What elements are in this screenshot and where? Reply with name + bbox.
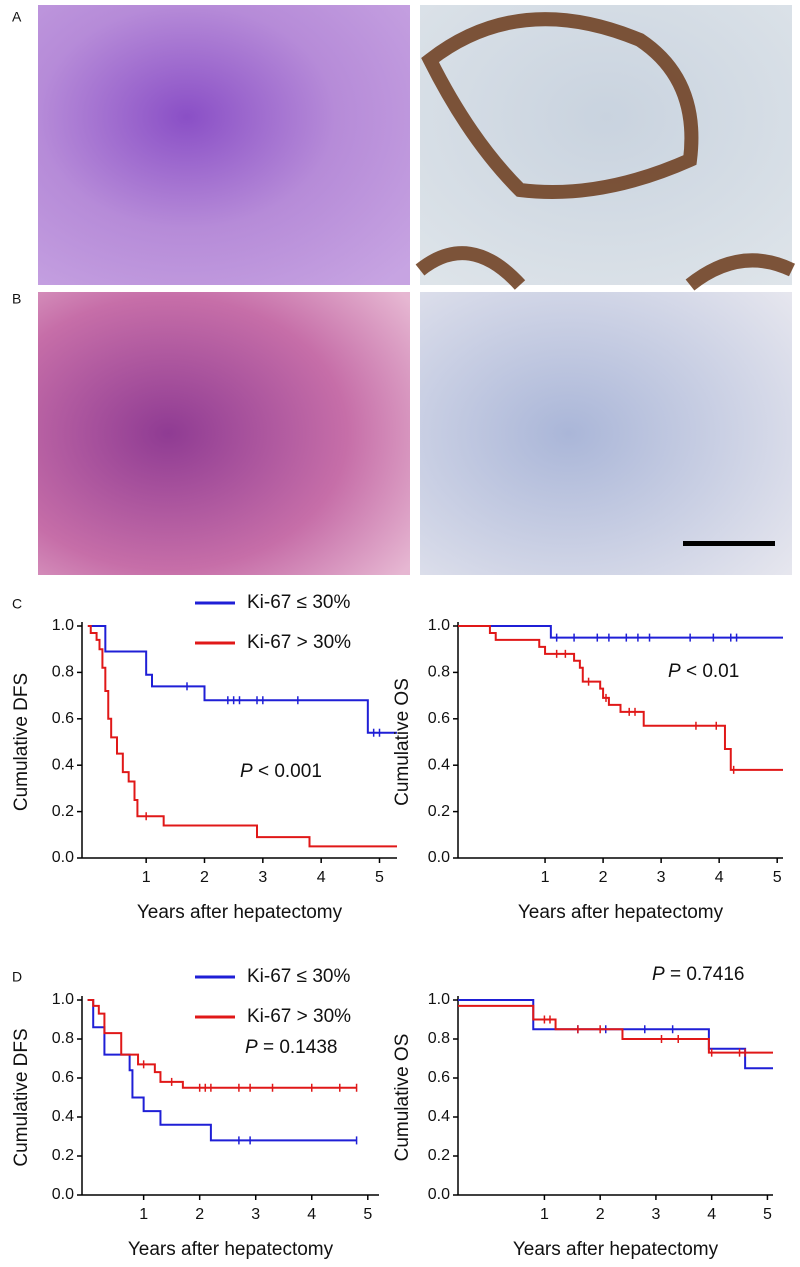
y-tick-label: 0.0 xyxy=(428,849,450,866)
y-tick-label: 0.8 xyxy=(52,664,74,681)
y-tick-label: 0.2 xyxy=(428,803,450,820)
p-value: P = 0.7416 xyxy=(652,964,744,985)
nuclear-staining xyxy=(415,246,796,291)
x-tick-label: 5 xyxy=(375,869,384,886)
x-tick-label: 5 xyxy=(763,1206,772,1223)
p-symbol: P xyxy=(240,761,253,782)
p-text: < 0.001 xyxy=(253,761,322,782)
x-tick-label: 4 xyxy=(317,869,326,886)
x-tick-label: 5 xyxy=(773,869,782,886)
x-axis-label: Years after hepatectomy xyxy=(128,1239,334,1260)
x-axis-label: Years after hepatectomy xyxy=(137,902,343,923)
panel-label: B xyxy=(12,291,21,307)
legend-label: Ki-67 > 30% xyxy=(247,632,351,653)
y-tick-label: 0.4 xyxy=(428,756,450,773)
x-tick-label: 4 xyxy=(707,1206,716,1223)
survival-curve xyxy=(87,999,357,1089)
p-text: = 0.1438 xyxy=(258,1037,338,1058)
y-tick-label: 0.0 xyxy=(52,1186,74,1203)
legend-label: Ki-67 ≤ 30% xyxy=(247,966,350,987)
y-axis-label: Cumulative OS xyxy=(392,678,413,806)
panel-label: D xyxy=(12,969,22,985)
y-tick-label: 0.2 xyxy=(428,1147,450,1164)
y-tick-label: 0.0 xyxy=(428,1186,450,1203)
scale-bar xyxy=(683,541,775,546)
x-tick-label: 1 xyxy=(540,1206,549,1223)
x-tick-label: 2 xyxy=(200,869,209,886)
x-tick-label: 3 xyxy=(657,869,666,886)
y-tick-label: 0.8 xyxy=(428,664,450,681)
legend-label: Ki-67 > 30% xyxy=(247,1006,351,1027)
x-tick-label: 4 xyxy=(307,1206,316,1223)
y-tick-label: 1.0 xyxy=(52,991,74,1008)
y-axis-label: Cumulative OS xyxy=(392,1034,413,1162)
panel-label: A xyxy=(12,9,22,25)
y-tick-label: 0.4 xyxy=(428,1108,450,1125)
y-tick-label: 0.4 xyxy=(52,1108,74,1125)
y-tick-label: 0.4 xyxy=(52,756,74,773)
p-value: P = 0.1438 xyxy=(245,1037,337,1058)
p-text: = 0.7416 xyxy=(665,964,745,985)
panel-label: C xyxy=(12,596,22,612)
y-axis-label: Cumulative DFS xyxy=(11,1028,32,1166)
legend-label: Ki-67 ≤ 30% xyxy=(247,592,350,613)
ihc-image-b xyxy=(420,292,792,575)
y-tick-label: 0.8 xyxy=(428,1030,450,1047)
x-tick-label: 3 xyxy=(251,1206,260,1223)
p-value: P < 0.001 xyxy=(240,761,322,782)
p-value: P < 0.01 xyxy=(668,661,739,682)
x-axis-label: Years after hepatectomy xyxy=(518,902,724,923)
nuclear-staining xyxy=(421,12,699,199)
x-axis-label: Years after hepatectomy xyxy=(513,1239,719,1260)
x-tick-label: 2 xyxy=(596,1206,605,1223)
p-text: < 0.01 xyxy=(681,661,740,682)
x-tick-label: 2 xyxy=(195,1206,204,1223)
survival-curve xyxy=(458,1004,773,1054)
y-tick-label: 0.6 xyxy=(428,1069,450,1086)
y-tick-label: 0.6 xyxy=(52,710,74,727)
p-symbol: P xyxy=(245,1037,258,1058)
y-tick-label: 0.8 xyxy=(52,1030,74,1047)
p-symbol: P xyxy=(668,661,681,682)
x-tick-label: 3 xyxy=(258,869,267,886)
x-tick-label: 5 xyxy=(363,1206,372,1223)
survival-curve xyxy=(458,999,773,1070)
y-tick-label: 0.2 xyxy=(52,1147,74,1164)
x-tick-label: 3 xyxy=(651,1206,660,1223)
survival-curve xyxy=(87,625,397,848)
survival-curve xyxy=(458,625,783,639)
y-tick-label: 0.6 xyxy=(428,710,450,727)
survival-curve xyxy=(87,625,397,734)
survival-curve xyxy=(87,999,357,1142)
x-tick-label: 4 xyxy=(715,869,724,886)
y-tick-label: 1.0 xyxy=(428,991,450,1008)
y-tick-label: 0.2 xyxy=(52,803,74,820)
x-tick-label: 1 xyxy=(142,869,151,886)
p-symbol: P xyxy=(652,964,665,985)
y-tick-label: 1.0 xyxy=(52,617,74,634)
y-tick-label: 0.6 xyxy=(52,1069,74,1086)
survival-curve xyxy=(458,625,783,771)
y-tick-label: 0.0 xyxy=(52,849,74,866)
x-tick-label: 1 xyxy=(541,869,550,886)
x-tick-label: 1 xyxy=(139,1206,148,1223)
x-tick-label: 2 xyxy=(599,869,608,886)
y-tick-label: 1.0 xyxy=(428,617,450,634)
y-axis-label: Cumulative DFS xyxy=(11,673,32,811)
he-image-b xyxy=(38,292,410,575)
he-image-a xyxy=(38,5,410,285)
